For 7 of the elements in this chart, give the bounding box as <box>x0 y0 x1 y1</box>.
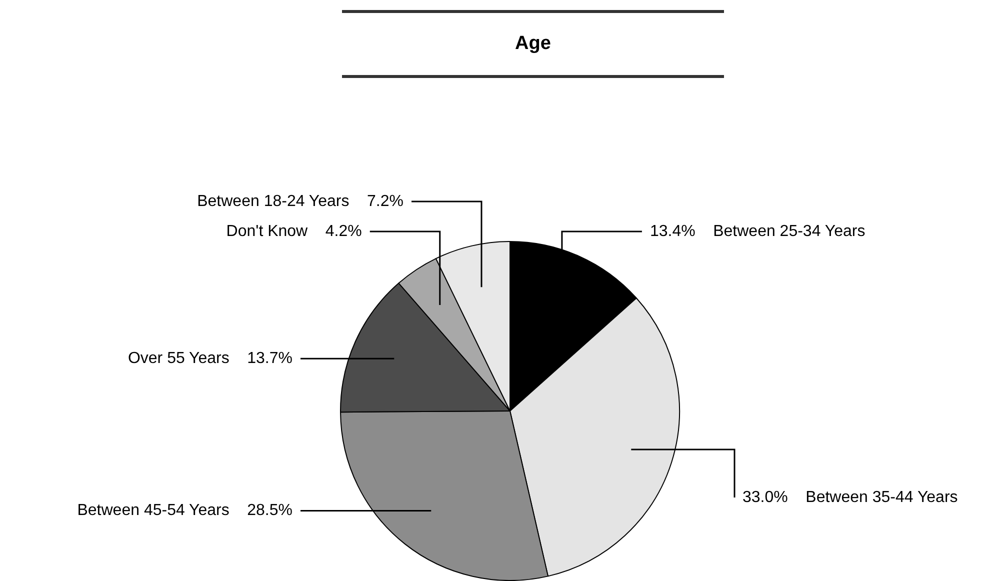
slice-label: 33.0% Between 35-44 Years <box>742 488 958 506</box>
slice-label: Over 55 Years 13.7% <box>128 350 292 368</box>
chart-title: Age <box>342 10 724 78</box>
slice-label: 13.4% Between 25-34 Years <box>650 222 866 240</box>
slice-label: Don't Know 4.2% <box>226 222 362 240</box>
slice-label: Between 45-54 Years 28.5% <box>77 502 292 520</box>
slice-label: Between 18-24 Years 7.2% <box>197 192 404 210</box>
